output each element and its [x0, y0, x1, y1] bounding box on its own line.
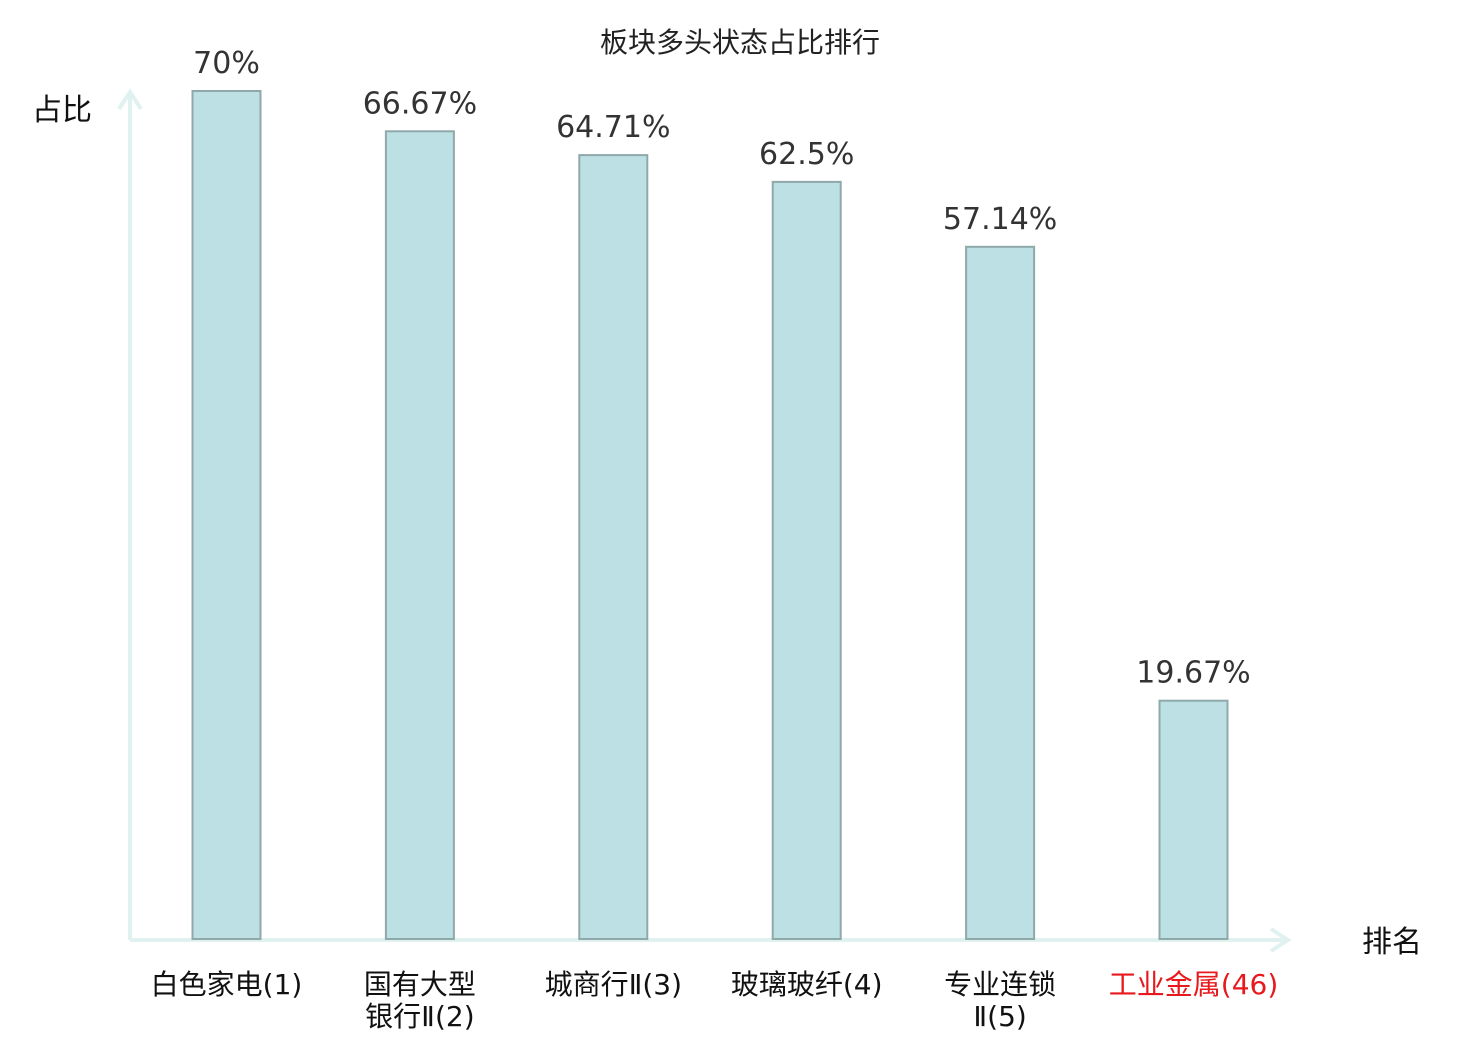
category-label-3-part-1: 城商行Ⅱ: [545, 968, 643, 1001]
value-labels-group: 70% 66.67% 64.71% 62.5% 57.14% 19.67%: [193, 46, 1251, 691]
bar-3: [578, 154, 649, 941]
axes: 占比 排名 70% 66.67% 64.71% 62.5% 57.14% 19.67% 白…: [32, 46, 1422, 1033]
value-label-3: 64.71%: [556, 110, 670, 145]
bar-6: [1158, 699, 1229, 941]
value-label-5: 57.14%: [943, 202, 1057, 237]
category-label-3: 城商行Ⅱ(3): [545, 968, 682, 1001]
category-label-2-line-2: 银行Ⅱ(2): [365, 1000, 474, 1033]
category-label-1: 白色家电(1): [151, 968, 303, 1001]
category-label-5: 专业连锁 Ⅱ(5): [944, 968, 1056, 1033]
chart-title: 板块多头状态占比排行: [600, 26, 880, 59]
bars-group: [191, 90, 1229, 941]
x-axis-label: 排名: [1362, 925, 1422, 960]
category-label-4-part-1: 玻璃玻纤: [731, 968, 843, 1001]
category-label-4: 玻璃玻纤(4): [731, 968, 883, 1001]
value-label-6: 19.67%: [1136, 656, 1250, 691]
category-label-6: 工业金属(46): [1109, 968, 1279, 1001]
category-label-5-line-2: Ⅱ(5): [973, 1000, 1026, 1033]
x-axis-arrow: [1269, 927, 1292, 953]
bar-1: [191, 90, 262, 940]
category-label-4-part-2: (4): [843, 968, 883, 1001]
category-label-1-part-2: (1): [263, 968, 303, 1001]
value-label-4: 62.5%: [759, 137, 854, 172]
category-label-2-line-1: 国有大型: [364, 968, 476, 1001]
y-axis-label: 占比: [32, 93, 92, 128]
value-label-2: 66.67%: [363, 86, 477, 121]
y-axis-arrow: [117, 88, 143, 111]
bar-2: [384, 130, 455, 941]
category-label-6-part-2: (46): [1221, 968, 1278, 1001]
category-label-1-part-1: 白色家电: [151, 968, 263, 1001]
category-label-5-line-1: 专业连锁: [944, 968, 1056, 1001]
bar-4: [771, 180, 842, 940]
category-label-6-part-1: 工业金属: [1109, 968, 1221, 1001]
category-label-3-part-2: (3): [642, 968, 682, 1001]
value-label-1: 70%: [193, 46, 260, 81]
category-label-2: 国有大型银行Ⅱ(2): [364, 968, 476, 1033]
bar-5: [965, 245, 1036, 941]
category-labels-group: 白色家电(1) 国有大型银行Ⅱ(2) 城商行Ⅱ(3) 玻璃玻纤(4) 专业连锁 Ⅱ(5) 工…: [151, 968, 1279, 1033]
